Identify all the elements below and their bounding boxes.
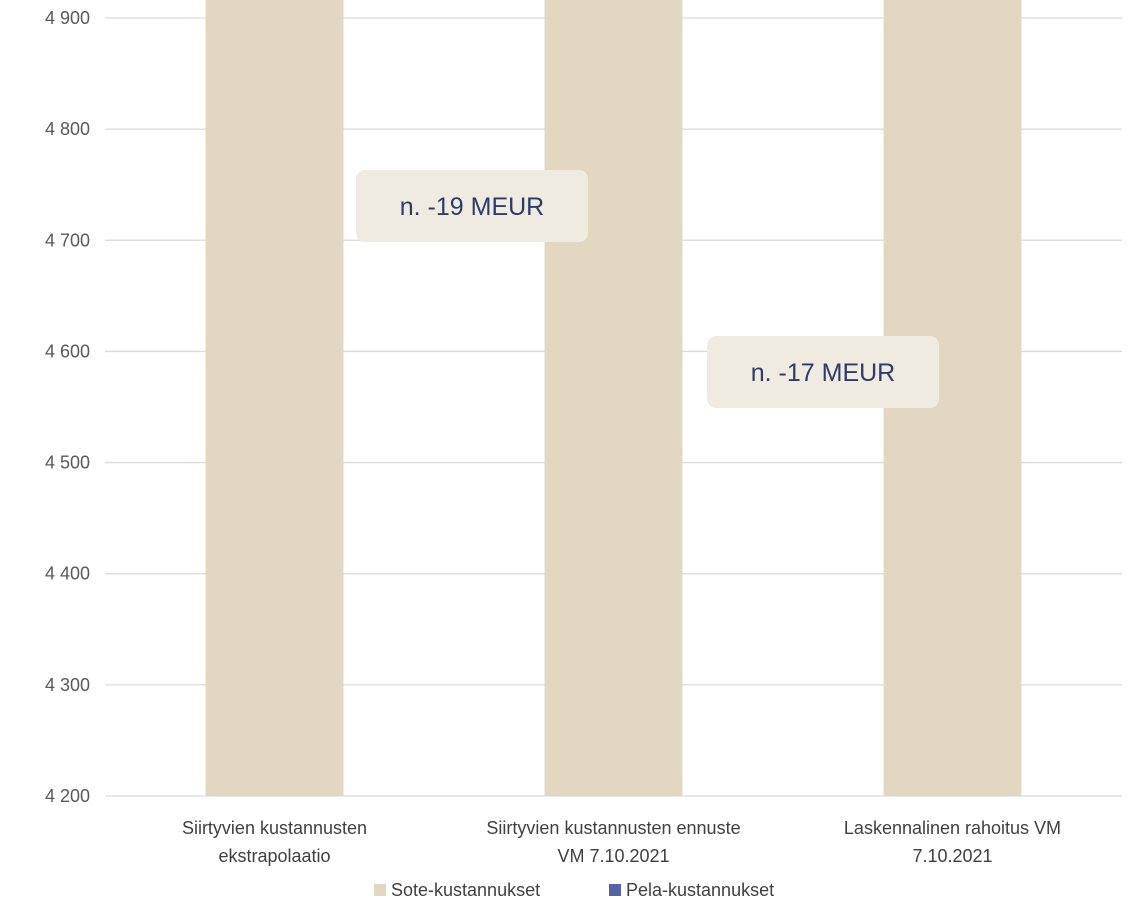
x-category-label: Laskennalinen rahoitus VM 7.10.2021 (844, 818, 1061, 866)
x-category-label: Siirtyvien kustannusten ennuste VM 7.10.2… (486, 818, 740, 866)
annotation-box (707, 336, 939, 408)
y-tick-label: 4 500 (45, 453, 90, 473)
bar-sote-1 (544, 0, 683, 796)
y-axis: 4 200 4 300 4 400 4 500 4 600 4 700 4 800 4 900 (45, 8, 90, 806)
y-tick-label: 4 600 (45, 341, 90, 361)
y-tick-label: 4 300 (45, 675, 90, 695)
legend: Sote-kustannukset Pela-kustannukset (374, 880, 774, 900)
y-tick-label: 4 400 (45, 564, 90, 584)
bars (205, 0, 1022, 796)
bar-sote-0 (205, 0, 344, 796)
annotation-box (356, 170, 588, 242)
annotation-label: n. -17 MEUR (751, 359, 895, 387)
legend-label: Pela-kustannukset (626, 880, 774, 900)
y-tick-label: 4 700 (45, 230, 90, 250)
x-axis: Siirtyvien kustannusten ekstrapolaatio Sii… (182, 818, 1061, 866)
legend-label: Sote-kustannukset (391, 880, 540, 900)
x-category-label: Siirtyvien kustannusten ekstrapolaatio (182, 818, 367, 866)
y-tick-label: 4 800 (45, 119, 90, 139)
annotations: n. -19 MEUR n. -17 MEUR (356, 170, 939, 408)
annotation-label: n. -19 MEUR (400, 193, 544, 221)
legend-swatch-sote (374, 884, 386, 896)
y-tick-label: 4 900 (45, 8, 90, 28)
y-tick-label: 4 200 (45, 786, 90, 806)
legend-swatch-pela (609, 884, 621, 896)
